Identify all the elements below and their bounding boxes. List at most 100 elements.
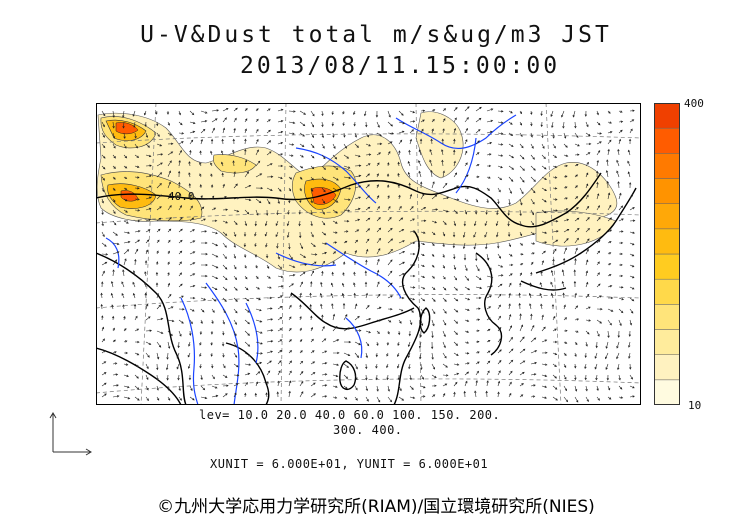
color-scale-cell bbox=[654, 228, 680, 255]
wind-vector bbox=[343, 165, 351, 169]
wind-vector bbox=[266, 370, 271, 376]
wind-vector bbox=[375, 352, 379, 358]
wind-vector bbox=[561, 281, 565, 288]
wind-vector bbox=[397, 183, 401, 189]
wind-vector bbox=[409, 206, 414, 211]
wind-vector bbox=[112, 198, 116, 203]
wind-vector bbox=[376, 258, 380, 266]
wind-vector bbox=[299, 281, 303, 288]
wind-vector bbox=[475, 140, 480, 145]
wind-vector bbox=[419, 138, 423, 145]
wind-vector bbox=[343, 176, 352, 180]
wind-vector bbox=[243, 232, 247, 237]
wind-vector bbox=[189, 319, 193, 325]
wind-vector bbox=[552, 219, 559, 223]
wind-vector bbox=[486, 295, 492, 299]
wind-vector bbox=[321, 395, 328, 398]
wind-vector bbox=[474, 209, 478, 215]
wind-vector bbox=[530, 165, 536, 171]
wind-vector bbox=[134, 328, 140, 332]
wind-vector bbox=[265, 253, 269, 259]
wind-vector bbox=[177, 341, 180, 349]
wind-vector bbox=[596, 170, 599, 178]
wind-vector bbox=[608, 296, 614, 300]
wind-vector bbox=[507, 209, 510, 216]
color-scale-cell bbox=[654, 153, 680, 179]
wind-vector bbox=[387, 385, 391, 392]
wind-vector bbox=[123, 209, 128, 213]
wind-vector bbox=[145, 316, 151, 321]
wind-vector bbox=[353, 271, 356, 277]
wind-vector bbox=[288, 143, 295, 146]
wind-vector bbox=[189, 240, 196, 244]
wind-vector bbox=[354, 218, 361, 222]
wind-vector bbox=[233, 363, 239, 368]
wind-vector bbox=[607, 139, 612, 145]
wind-vector bbox=[618, 374, 621, 381]
wind-vector bbox=[563, 175, 568, 178]
wind-vector bbox=[332, 220, 338, 224]
wind-vector bbox=[475, 296, 482, 300]
wind-vector bbox=[112, 209, 116, 215]
wind-vector bbox=[145, 143, 150, 148]
wind-vector bbox=[342, 302, 346, 309]
wind-vector bbox=[486, 153, 492, 156]
wind-vector bbox=[629, 207, 635, 211]
wind-vector bbox=[387, 270, 393, 277]
wind-vector bbox=[244, 319, 250, 325]
wind-vector bbox=[442, 242, 445, 248]
wind-vector bbox=[145, 385, 149, 391]
contour-levels-line1: lev= 10.0 20.0 40.0 60.0 100. 150. 200. bbox=[199, 408, 501, 422]
wind-vector bbox=[101, 393, 107, 398]
wind-vector bbox=[420, 385, 426, 389]
wind-vector bbox=[563, 317, 568, 321]
wind-vector bbox=[134, 340, 140, 344]
wind-vector bbox=[508, 313, 512, 321]
wind-vector bbox=[320, 281, 323, 288]
wind-vector bbox=[266, 119, 271, 123]
wind-vector bbox=[343, 327, 351, 332]
wind-vector bbox=[574, 258, 577, 266]
wind-vector bbox=[431, 352, 434, 360]
wind-vector bbox=[530, 231, 535, 236]
wind-vector bbox=[563, 143, 568, 148]
wind-vector bbox=[376, 217, 381, 222]
wind-vector bbox=[189, 217, 195, 222]
wind-vector bbox=[222, 264, 228, 270]
wind-vector bbox=[618, 396, 624, 399]
wind-vector bbox=[519, 263, 524, 266]
wind-vector bbox=[265, 242, 268, 248]
wind-vector bbox=[188, 172, 191, 178]
wind-vector bbox=[156, 228, 161, 233]
wind-vector bbox=[167, 385, 170, 391]
wind-vector bbox=[398, 217, 404, 222]
wind-vector bbox=[134, 248, 139, 255]
wind-vector bbox=[166, 363, 169, 371]
wind-vector bbox=[288, 154, 294, 157]
wind-vector bbox=[596, 228, 601, 233]
wind-vector bbox=[211, 319, 214, 324]
wind-vector bbox=[475, 264, 480, 272]
wind-vector bbox=[288, 132, 295, 135]
wind-vector bbox=[211, 308, 215, 313]
wind-vector bbox=[363, 110, 367, 117]
wind-vector bbox=[629, 374, 633, 380]
wind-vector bbox=[596, 239, 601, 244]
wind-vector bbox=[321, 231, 327, 236]
wind-vector bbox=[429, 159, 433, 167]
wind-vector bbox=[387, 205, 391, 211]
wind-vector bbox=[244, 352, 251, 357]
wind-vector bbox=[563, 385, 568, 392]
wind-vector bbox=[178, 319, 184, 324]
wind-vector bbox=[629, 319, 633, 326]
wind-vector bbox=[299, 198, 302, 204]
wind-vector bbox=[585, 132, 591, 137]
wind-vector bbox=[563, 396, 569, 403]
wind-vector bbox=[431, 275, 435, 279]
wind-vector bbox=[365, 318, 372, 321]
wind-vector bbox=[112, 373, 119, 376]
wind-vector bbox=[584, 363, 587, 370]
wind-vector bbox=[508, 143, 514, 147]
wind-vector bbox=[607, 285, 613, 288]
wind-vector bbox=[441, 138, 444, 145]
